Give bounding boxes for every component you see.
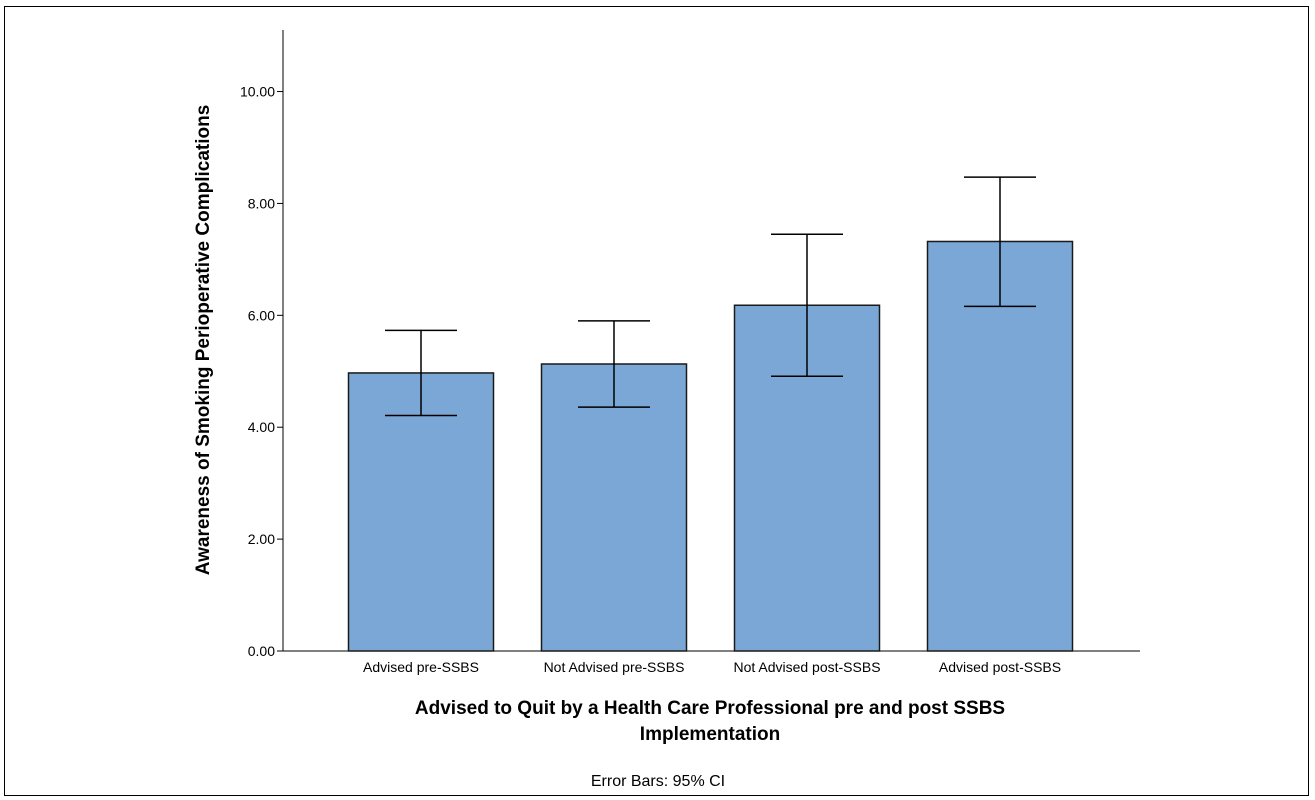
x-axis-title-line-1: Advised to Quit by a Health Care Profess… xyxy=(415,698,1005,719)
y-tick-label: 8.00 xyxy=(248,195,275,211)
y-tick-label: 4.00 xyxy=(248,419,275,435)
y-tick-label: 10.00 xyxy=(240,84,275,100)
error-bars-footnote: Error Bars: 95% CI xyxy=(591,773,725,790)
bar xyxy=(733,304,881,652)
category-label: Advised pre-SSBS xyxy=(363,659,479,675)
bar xyxy=(540,363,688,652)
y-tick-label: 2.00 xyxy=(248,531,275,547)
bar xyxy=(347,372,495,652)
y-axis-title: Awareness of Smoking Perioperative Compl… xyxy=(193,105,214,576)
category-label: Advised post-SSBS xyxy=(939,659,1061,675)
x-axis-title-line-2: Implementation xyxy=(640,724,780,745)
error-bars xyxy=(385,176,1036,417)
y-tick-label: 0.00 xyxy=(248,643,275,659)
category-label: Not Advised post-SSBS xyxy=(733,659,880,675)
y-axis-ticks: 0.00 2.00 4.00 6.00 8.00 10.00 xyxy=(240,84,283,659)
y-tick-label: 6.00 xyxy=(248,307,275,323)
bars xyxy=(347,240,1074,652)
category-labels: Advised pre-SSBS Not Advised pre-SSBS Not … xyxy=(363,659,1061,675)
category-label: Not Advised pre-SSBS xyxy=(544,659,685,675)
bar xyxy=(926,240,1074,652)
